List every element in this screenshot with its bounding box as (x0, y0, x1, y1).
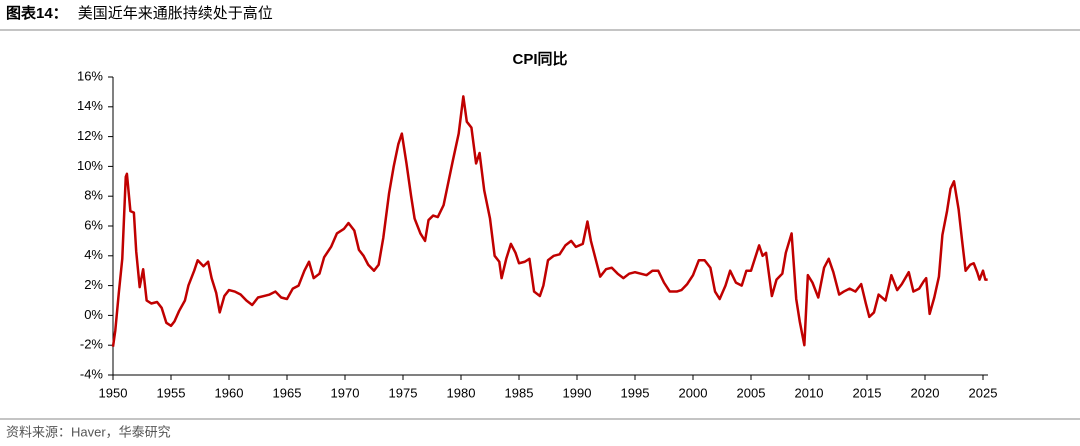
header: 图表14： 美国近年来通胀持续处于高位 (6, 4, 273, 22)
x-tick-label: 1950 (99, 385, 128, 400)
x-tick-label: 1990 (563, 385, 592, 400)
source: 资料来源：Haver，华泰研究 (6, 424, 171, 439)
y-tick-label: 2% (84, 277, 103, 292)
x-tick-label: 1965 (273, 385, 302, 400)
header-title: 美国近年来通胀持续处于高位 (78, 5, 273, 22)
x-tick-label: 1975 (389, 385, 418, 400)
x-tick-label: 2010 (795, 385, 824, 400)
x-tick-label: 1970 (331, 385, 360, 400)
x-tick-label: 2025 (969, 385, 998, 400)
y-tick-label: 12% (77, 128, 103, 143)
x-tick-label: 2020 (911, 385, 940, 400)
y-tick-label: 14% (77, 98, 103, 113)
y-tick-label: 8% (84, 188, 103, 203)
y-tick-label: 4% (84, 247, 103, 262)
x-tick-label: 1960 (215, 385, 244, 400)
y-tick-label: -2% (80, 337, 104, 352)
x-tick-label: 2005 (737, 385, 766, 400)
header-label: 图表14： (6, 4, 68, 22)
y-tick-label: 6% (84, 217, 103, 232)
x-tick-label: 2015 (853, 385, 882, 400)
y-tick-label: 10% (77, 158, 103, 173)
x-tick-label: 1995 (621, 385, 650, 400)
chart-title: CPI同比 (512, 50, 567, 68)
x-tick-label: 1985 (505, 385, 534, 400)
cpi-line (111, 95, 988, 347)
y-tick-label: 16% (77, 68, 103, 83)
x-tick-label: 2000 (679, 385, 708, 400)
x-tick-label: 1980 (447, 385, 476, 400)
y-tick-label: 0% (84, 307, 103, 322)
x-tick-label: 1955 (157, 385, 186, 400)
y-tick-label: -4% (80, 366, 104, 381)
